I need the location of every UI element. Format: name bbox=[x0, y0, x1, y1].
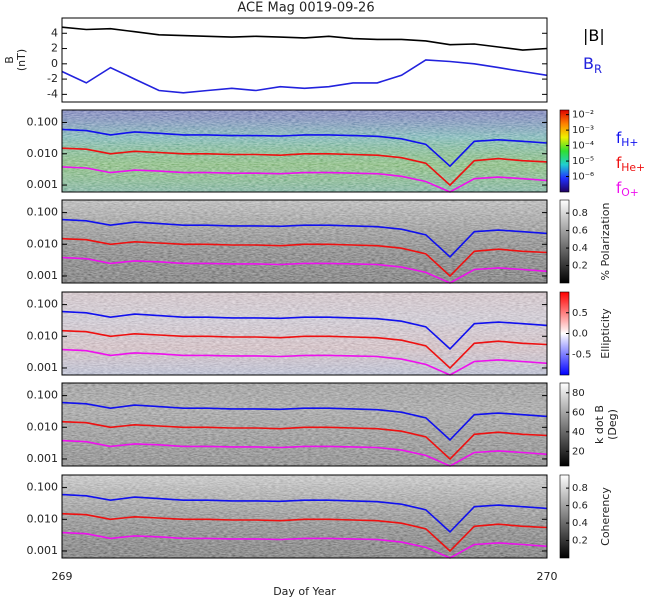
x-tick-label: 269 bbox=[52, 570, 73, 583]
x-tick-label: 270 bbox=[537, 570, 558, 583]
colorbar-tick-label: 10⁻⁶ bbox=[572, 172, 594, 183]
y-tick-label: 2 bbox=[51, 42, 58, 55]
series-line bbox=[61, 493, 548, 534]
series-line bbox=[61, 166, 548, 193]
legend-subscript: H+ bbox=[621, 136, 638, 149]
y-tick-label: 0.100 bbox=[27, 481, 59, 494]
series-line bbox=[61, 512, 548, 553]
y-axis-unit: (nT) bbox=[15, 49, 28, 71]
series-line bbox=[61, 329, 548, 370]
series-line bbox=[61, 256, 548, 284]
plot-frame bbox=[61, 17, 548, 103]
legend-name: f bbox=[616, 179, 622, 197]
y-tick-label: 0.001 bbox=[27, 452, 59, 465]
colorbar bbox=[559, 199, 570, 284]
legend-entry: fH+ bbox=[616, 129, 638, 150]
series-line bbox=[61, 59, 548, 94]
colorbar-tick-label: 10⁻² bbox=[572, 110, 594, 121]
y-axis-label: B bbox=[3, 56, 16, 64]
colorbar-label: Coherency bbox=[599, 487, 612, 546]
series-line bbox=[61, 310, 548, 351]
x-axis-label: Day of Year bbox=[273, 585, 336, 598]
y-tick-label: 0.100 bbox=[27, 115, 59, 128]
series-line bbox=[61, 147, 548, 187]
colorbar-tick-label: 0.6 bbox=[572, 226, 588, 237]
y-tick-label: 0.010 bbox=[27, 420, 59, 433]
plot-frame bbox=[61, 109, 548, 193]
y-tick-label: 4 bbox=[51, 26, 58, 39]
legend-subscript: O+ bbox=[621, 186, 639, 199]
colorbar-tick-label: 0.0 bbox=[572, 329, 588, 340]
series-line bbox=[61, 218, 548, 259]
colorbar-tick-label: 0.4 bbox=[572, 518, 588, 529]
colorbar-label: % Polarization bbox=[599, 203, 612, 281]
colorbar-tick-label: 40 bbox=[572, 427, 585, 438]
legend-name: |B| bbox=[583, 26, 605, 45]
y-tick-label: 0.010 bbox=[27, 147, 59, 160]
legend-subscript: He+ bbox=[621, 161, 645, 174]
colorbar-tick-label: 80 bbox=[572, 388, 585, 399]
plot-frame bbox=[61, 474, 548, 559]
colorbar-tick-label: 0.8 bbox=[572, 483, 588, 494]
colorbar-tick-label: 0.2 bbox=[572, 261, 588, 272]
plot-frame bbox=[61, 291, 548, 376]
colorbar-tick-label: 0.5 bbox=[572, 308, 588, 319]
y-tick-label: -2 bbox=[47, 72, 58, 85]
series-line bbox=[61, 26, 548, 51]
plot-frame bbox=[61, 382, 548, 467]
legend-name: f bbox=[616, 154, 622, 172]
colorbar-unit: (Deg) bbox=[606, 409, 619, 440]
y-tick-label: 0.100 bbox=[27, 206, 59, 219]
y-tick-label: 0.001 bbox=[27, 544, 59, 557]
colorbar-tick-label: -0.5 bbox=[572, 349, 592, 360]
series-line bbox=[61, 237, 548, 278]
series-line bbox=[61, 348, 548, 376]
chart-title: ACE Mag 0019-09-26 bbox=[237, 1, 374, 16]
legend-entry: BR bbox=[583, 54, 602, 76]
colorbar bbox=[559, 109, 570, 193]
y-tick-label: 0.010 bbox=[27, 512, 59, 525]
plot-frame bbox=[61, 199, 548, 284]
y-tick-label: 0.010 bbox=[27, 237, 59, 250]
series-line bbox=[61, 420, 548, 461]
y-tick-label: 0.001 bbox=[27, 178, 59, 191]
colorbar-tick-label: 20 bbox=[572, 446, 585, 457]
colorbar-tick-label: 0.8 bbox=[572, 208, 588, 219]
colorbar-tick-label: 10⁻⁵ bbox=[572, 156, 594, 167]
colorbar-label: k dot B bbox=[593, 405, 606, 444]
colorbar bbox=[559, 382, 570, 467]
colorbar-tick-label: 60 bbox=[572, 407, 585, 418]
legend-entry: fO+ bbox=[616, 179, 639, 200]
legend-entry: fHe+ bbox=[616, 154, 645, 175]
series-line bbox=[61, 401, 548, 442]
legend-name: B bbox=[583, 54, 594, 73]
y-tick-label: -4 bbox=[47, 87, 58, 100]
series-line bbox=[61, 531, 548, 559]
colorbar-tick-label: 10⁻³ bbox=[572, 125, 594, 136]
colorbar-label: Ellipticity bbox=[599, 308, 612, 359]
colorbar bbox=[559, 474, 570, 559]
legend-entry: |B| bbox=[583, 26, 605, 45]
y-tick-label: 0.100 bbox=[27, 298, 59, 311]
y-tick-label: 0.001 bbox=[27, 269, 59, 282]
series-line bbox=[61, 439, 548, 467]
colorbar-tick-label: 0.2 bbox=[572, 536, 588, 547]
colorbar-tick-label: 0.4 bbox=[572, 243, 588, 254]
y-tick-label: 0.001 bbox=[27, 361, 59, 374]
y-tick-label: 0.100 bbox=[27, 389, 59, 402]
legend-subscript: R bbox=[594, 62, 602, 76]
colorbar-tick-label: 10⁻⁴ bbox=[572, 141, 594, 152]
colorbar-tick-label: 0.6 bbox=[572, 501, 588, 512]
y-tick-label: 0.010 bbox=[27, 329, 59, 342]
legend-name: f bbox=[616, 129, 622, 147]
y-tick-label: 0 bbox=[51, 57, 58, 70]
series-line bbox=[61, 128, 548, 168]
